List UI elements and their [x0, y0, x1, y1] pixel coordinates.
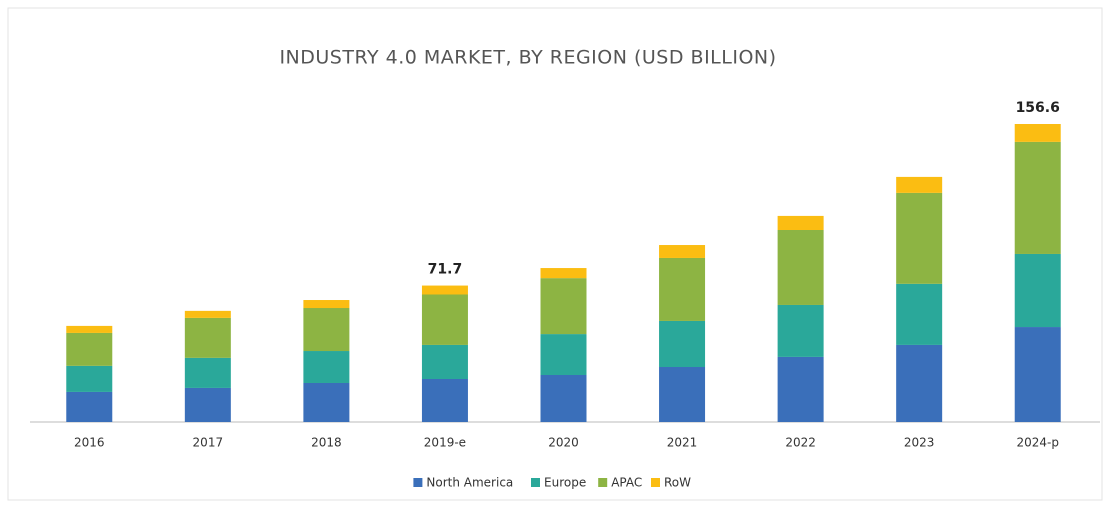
bar-segment [540, 268, 587, 279]
legend-label: APAC [611, 476, 642, 490]
legend-swatch [598, 478, 608, 487]
legend-label: North America [426, 476, 513, 490]
bar-segment [659, 367, 706, 422]
bar-segment [896, 176, 943, 193]
bar-segment [777, 356, 824, 422]
bar-segment [303, 300, 350, 309]
bar-segment [1014, 141, 1061, 254]
x-tick-label: 2017 [193, 436, 224, 450]
bar-segment [303, 351, 350, 383]
bar-segment [421, 344, 468, 379]
legend-label: RoW [664, 476, 691, 490]
bar-segment [1014, 327, 1061, 422]
bar-segment [421, 294, 468, 345]
bar-segment [66, 325, 113, 333]
bar-segment [303, 382, 350, 422]
bar-segment [66, 391, 113, 422]
bar-segment [1014, 253, 1061, 328]
bar-segment [896, 192, 943, 284]
bar-segment [540, 278, 587, 335]
bar-segment [1014, 124, 1061, 142]
x-tick-label: 2019-e [424, 436, 466, 450]
bar-segment [659, 257, 706, 321]
bar-segment [66, 332, 113, 366]
bar-segment [184, 387, 231, 422]
x-tick-label: 2016 [74, 436, 105, 450]
bar-segment [303, 308, 350, 352]
x-tick-label: 2022 [785, 436, 816, 450]
total-label: 71.7 [428, 262, 463, 278]
legend-label: Europe [544, 476, 586, 490]
bar-segment [896, 283, 943, 345]
bar-segment [184, 357, 231, 388]
bar-segment [540, 374, 587, 422]
x-tick-label: 2023 [904, 436, 935, 450]
legend-swatch [651, 478, 660, 487]
bar-segment [421, 378, 468, 422]
x-tick-label: 2018 [311, 436, 342, 450]
x-tick-label: 2020 [548, 436, 579, 450]
bar-segment [777, 215, 824, 230]
total-label: 156.6 [1016, 100, 1060, 116]
chart-title: INDUSTRY 4.0 MARKET, BY REGION (USD BILL… [279, 47, 776, 69]
x-tick-label: 2021 [667, 436, 698, 450]
bar-segment [184, 310, 231, 318]
bar-segment [659, 320, 706, 368]
bar-segment [777, 229, 824, 305]
bar-segment [540, 334, 587, 375]
bar-segment [66, 365, 113, 392]
bar-segment [896, 344, 943, 422]
bar-segment [184, 317, 231, 358]
bar-segment [777, 304, 824, 357]
x-tick-label: 2024-p [1016, 436, 1059, 450]
bar-segment [659, 245, 706, 258]
bar-segment [421, 285, 468, 295]
legend-swatch [413, 478, 423, 487]
legend-swatch [531, 478, 540, 487]
